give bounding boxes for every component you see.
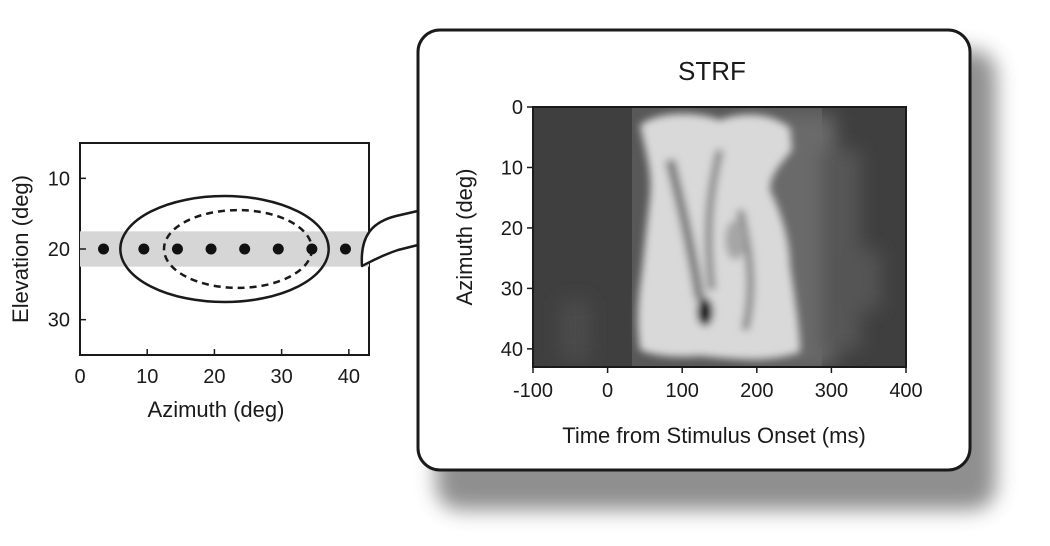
spatial-x-tick-label: 0 bbox=[74, 366, 85, 388]
speaker-dot bbox=[239, 243, 251, 255]
speaker-dot bbox=[171, 243, 183, 255]
strf-x-tick-label: 300 bbox=[815, 380, 848, 402]
strf-heatmap bbox=[533, 107, 906, 367]
spatial-x-tick-label: 30 bbox=[271, 366, 293, 388]
left-spatial-panel: 0 10 20 30 40 10 20 30 Azimuth (deg) Elevation … bbox=[8, 142, 370, 422]
strf-y-tick-label: 20 bbox=[501, 218, 523, 240]
strf-y-tick-label: 10 bbox=[501, 157, 523, 179]
strf-frame bbox=[532, 106, 907, 368]
strf-y-tick-label: 30 bbox=[501, 278, 523, 300]
strf-x-axis-label: Time from Stimulus Onset (ms) bbox=[562, 423, 866, 448]
spatial-y-axis-label: Elevation (deg) bbox=[8, 175, 33, 323]
outer-contour bbox=[119, 194, 330, 304]
speaker-dot bbox=[306, 243, 318, 255]
spatial-axis-ticks: 0 10 20 30 40 10 20 30 bbox=[48, 168, 360, 388]
strf-x-tick-label: 400 bbox=[889, 380, 922, 402]
strf-strong-response bbox=[637, 113, 800, 360]
speaker-markers bbox=[98, 243, 351, 255]
strf-title: STRF bbox=[678, 56, 746, 86]
callout-connector bbox=[360, 208, 424, 268]
speaker-dot bbox=[205, 243, 217, 255]
strf-y-tick-label: 0 bbox=[512, 97, 523, 119]
spatial-y-tick-label: 30 bbox=[48, 310, 70, 332]
speaker-dot bbox=[272, 243, 284, 255]
speaker-dot bbox=[98, 243, 110, 255]
strf-x-tick-label: 200 bbox=[740, 380, 773, 402]
spatial-y-tick-label: 10 bbox=[48, 168, 70, 190]
speaker-band bbox=[80, 231, 369, 267]
strf-x-tick-label: -100 bbox=[513, 380, 553, 402]
speaker-dot bbox=[339, 243, 351, 255]
strf-y-tick-label: 40 bbox=[501, 339, 523, 361]
strf-x-tick-label: 100 bbox=[666, 380, 699, 402]
strf-x-tick-label: 0 bbox=[602, 380, 613, 402]
spatial-x-tick-label: 40 bbox=[338, 366, 360, 388]
spatial-x-tick-label: 10 bbox=[136, 366, 158, 388]
strf-axis-ticks: -100 0 100 200 300 400 0 10 20 30 40 bbox=[501, 97, 923, 402]
spatial-x-axis-label: Azimuth (deg) bbox=[148, 397, 285, 422]
speaker-dot bbox=[138, 243, 150, 255]
speaker-band-fill bbox=[80, 231, 369, 267]
spatial-y-tick-label: 20 bbox=[48, 239, 70, 261]
strf-y-axis-label: Azimuth (deg) bbox=[452, 169, 477, 306]
spatial-x-tick-label: 20 bbox=[203, 366, 225, 388]
